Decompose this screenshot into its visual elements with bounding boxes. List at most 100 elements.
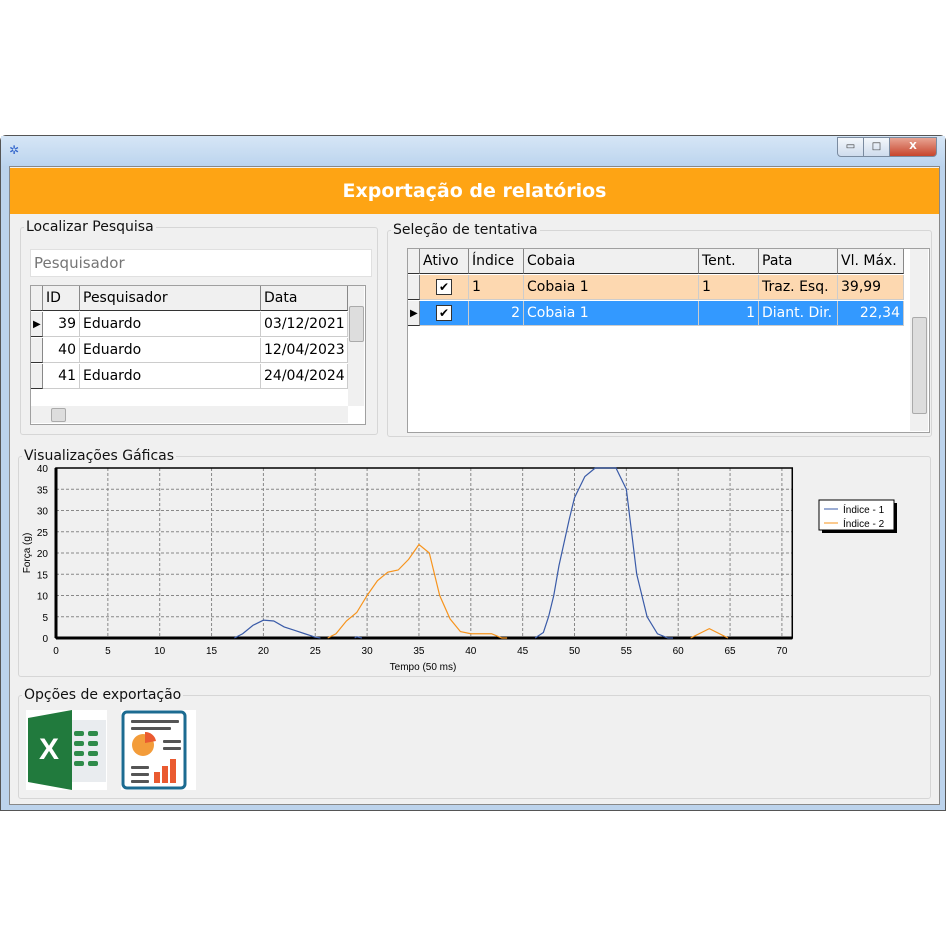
- row-header[interactable]: [31, 338, 43, 363]
- series-line-1: [354, 636, 363, 639]
- cell-subject[interactable]: Cobaia 1: [524, 275, 699, 300]
- series-line-1: [534, 467, 674, 639]
- check-icon[interactable]: ✔: [436, 305, 452, 321]
- export-group-label: Opções de exportação: [22, 687, 184, 703]
- search-group-label: Localizar Pesquisa: [24, 219, 156, 235]
- column-header-researcher[interactable]: Pesquisador: [80, 286, 261, 311]
- y-tick-label: 35: [37, 485, 49, 496]
- chart-group: [18, 456, 931, 677]
- y-tick-label: 15: [37, 570, 49, 581]
- app-icon: ✲: [9, 143, 20, 157]
- svg-text:X: X: [39, 733, 59, 766]
- cell-index[interactable]: 1: [469, 275, 524, 300]
- cell-id[interactable]: 40: [43, 338, 80, 363]
- maximize-button[interactable]: □: [863, 137, 890, 157]
- excel-icon: X: [28, 710, 106, 790]
- active-checkbox[interactable]: ✔: [420, 301, 469, 326]
- legend-label-1: Índice - 1: [843, 503, 885, 516]
- cell-attempt[interactable]: 1: [699, 301, 759, 326]
- x-tick-label: 5: [105, 646, 111, 657]
- x-tick-label: 25: [310, 646, 322, 657]
- attempt-group: [387, 230, 932, 437]
- row-header[interactable]: [31, 364, 43, 389]
- x-tick-label: 70: [776, 646, 788, 657]
- row-header-corner: [408, 249, 420, 274]
- chart-legend: Índice - 1 Índice - 2: [818, 499, 897, 533]
- cell-subject[interactable]: Cobaia 1: [524, 301, 699, 326]
- x-tick-label: 0: [53, 646, 59, 657]
- x-tick-label: 15: [206, 646, 218, 657]
- cell-date[interactable]: 12/04/2023: [261, 338, 348, 363]
- series-line-2: [690, 627, 729, 639]
- export-group: [18, 695, 931, 799]
- vertical-scrollbar[interactable]: [348, 286, 364, 406]
- cell-paw[interactable]: Traz. Esq.: [759, 275, 838, 300]
- scrollbar-thumb[interactable]: [51, 408, 66, 422]
- row-header[interactable]: [408, 275, 420, 300]
- page-title: Exportação de relatórios: [10, 168, 939, 214]
- check-icon[interactable]: ✔: [436, 279, 452, 295]
- chart-group-label: Visualizações Gáficas: [22, 448, 177, 464]
- y-tick-label: 0: [42, 634, 48, 645]
- x-tick-label: 10: [154, 646, 166, 657]
- column-header-index[interactable]: Índice: [469, 249, 524, 274]
- column-header-date[interactable]: Data: [261, 286, 348, 311]
- column-header-paw[interactable]: Pata: [759, 249, 838, 274]
- column-header-attempt[interactable]: Tent.: [699, 249, 759, 274]
- cell-paw[interactable]: Diant. Dir.: [759, 301, 838, 326]
- cell-id[interactable]: 41: [43, 364, 80, 389]
- cell-researcher[interactable]: Eduardo: [80, 364, 261, 389]
- cell-max-value[interactable]: 22,34: [838, 301, 904, 326]
- scrollbar-thumb[interactable]: [349, 306, 364, 342]
- x-axis-label: Tempo (50 ms): [390, 662, 457, 673]
- cell-date[interactable]: 24/04/2024: [261, 364, 348, 389]
- y-tick-label: 10: [37, 592, 49, 603]
- export-excel-button[interactable]: X: [26, 710, 107, 790]
- x-tick-label: 40: [465, 646, 477, 657]
- current-row-arrow-icon: ▶: [408, 301, 420, 326]
- horizontal-scrollbar[interactable]: [31, 406, 348, 423]
- close-button[interactable]: X: [889, 137, 937, 157]
- column-header-max-value[interactable]: Vl. Máx.: [838, 249, 904, 274]
- cell-attempt[interactable]: 1: [699, 275, 759, 300]
- researcher-grid: ID Pesquisador Data ▶ 39 Eduardo 03/12/2…: [30, 285, 366, 425]
- researcher-search-input[interactable]: [30, 249, 372, 277]
- y-tick-label: 30: [37, 507, 49, 518]
- report-icon: [121, 710, 187, 790]
- legend-label-2: Índice - 2: [843, 517, 885, 530]
- y-tick-label: 5: [42, 613, 48, 624]
- row-header-corner: [31, 286, 43, 311]
- x-tick-label: 55: [621, 646, 633, 657]
- column-header-id[interactable]: ID: [43, 286, 80, 311]
- search-group: [20, 227, 378, 435]
- scrollbar-thumb[interactable]: [912, 317, 927, 414]
- x-tick-label: 65: [724, 646, 736, 657]
- column-header-active[interactable]: Ativo: [420, 249, 469, 274]
- attempt-group-label: Seleção de tentativa: [391, 222, 540, 238]
- y-axis-label: Força (g): [22, 533, 33, 574]
- export-report-button[interactable]: [121, 710, 196, 790]
- x-tick-label: 20: [258, 646, 270, 657]
- current-row-arrow-icon: ▶: [31, 312, 43, 337]
- title-bar: ✲ ▭ □ X: [1, 136, 945, 166]
- active-checkbox[interactable]: ✔: [420, 275, 469, 300]
- minimize-button[interactable]: ▭: [837, 137, 864, 157]
- attempt-grid: Ativo Índice Cobaia Tent. Pata Vl. Máx. …: [407, 248, 930, 433]
- series-line-1: [234, 619, 321, 639]
- force-chart: 0 5 10 15 20 25 30 35 40 45 50 55 60 65 70 0 5 10 15 20 25 30…: [22, 464, 897, 673]
- x-tick-label: 35: [413, 646, 425, 657]
- x-tick-label: 45: [517, 646, 529, 657]
- cell-index[interactable]: 2: [469, 301, 524, 326]
- y-tick-label: 20: [37, 549, 49, 560]
- cell-researcher[interactable]: Eduardo: [80, 312, 261, 337]
- x-tick-label: 50: [569, 646, 581, 657]
- vertical-scrollbar[interactable]: [910, 249, 928, 431]
- cell-max-value[interactable]: 39,99: [838, 275, 904, 300]
- cell-id[interactable]: 39: [43, 312, 80, 337]
- y-tick-label: 40: [37, 464, 49, 475]
- column-header-subject[interactable]: Cobaia: [524, 249, 699, 274]
- y-tick-label: 25: [37, 528, 49, 539]
- series-line-2: [327, 543, 508, 639]
- cell-researcher[interactable]: Eduardo: [80, 338, 261, 363]
- cell-date[interactable]: 03/12/2021: [261, 312, 348, 337]
